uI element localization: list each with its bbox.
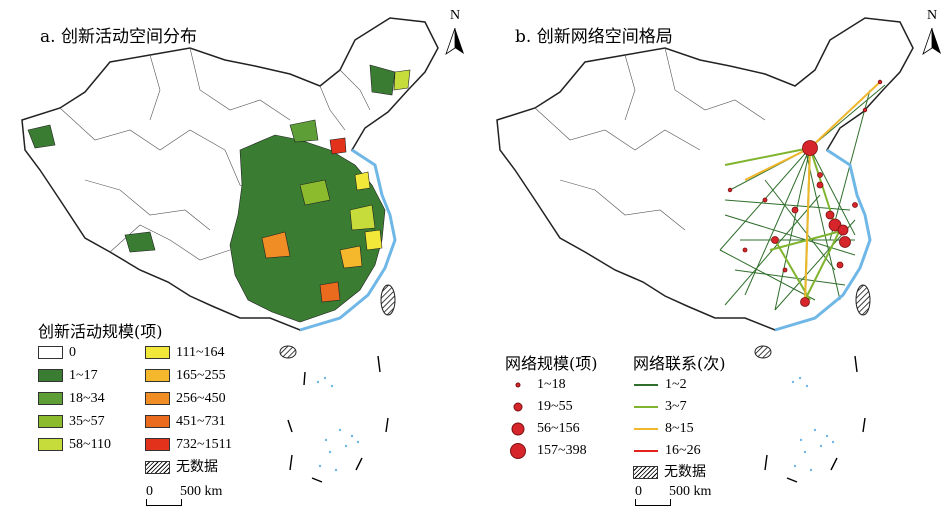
link-legend-item: 16~26 <box>633 442 701 460</box>
panel-innovation-activity: a. 创新活动空间分布 N 创新活动规模(项) 0 1~17 18~34 35~… <box>21 8 470 510</box>
legend-item: 1~17 <box>38 367 98 385</box>
legend-item: 732~1511 <box>145 436 232 454</box>
size-legend-title: 网络规模(项) <box>505 354 598 373</box>
legend-no-data: 无数据 <box>145 459 218 477</box>
coastline <box>774 148 872 332</box>
island-dots <box>791 376 835 472</box>
scale-bar: 0 500 km <box>146 484 266 510</box>
legend-item: 58~110 <box>38 436 111 454</box>
coastline <box>299 148 397 332</box>
node-size-icon <box>513 402 523 412</box>
legend-swatch <box>145 392 170 406</box>
link-legend-item: 8~15 <box>633 420 694 438</box>
legend-swatch <box>145 369 170 383</box>
map-title: b. 创新网络空间格局 <box>515 27 673 47</box>
legend-swatch <box>38 392 63 406</box>
hainan-no-data <box>279 345 297 359</box>
legend-item: 111~164 <box>145 344 225 362</box>
link-legend-item: 1~2 <box>633 376 687 394</box>
size-legend-item: 157~398 <box>505 442 587 460</box>
taiwan-no-data <box>380 284 396 316</box>
taiwan-no-data <box>855 284 871 316</box>
size-legend-item: 19~55 <box>505 398 573 416</box>
size-legend-item: 56~156 <box>505 420 580 438</box>
size-legend-item: 1~18 <box>505 376 566 394</box>
legend-title: 创新活动规模(项) <box>38 322 163 341</box>
node-size-icon <box>511 422 525 436</box>
link-line-icon <box>634 383 658 386</box>
china-network-map <box>496 17 914 483</box>
network-nodes <box>727 79 883 307</box>
link-line-icon <box>634 427 658 430</box>
legend-swatch <box>38 438 63 452</box>
north-arrow-icon: N <box>917 8 947 58</box>
node-size-icon <box>515 382 521 388</box>
no-data-swatch <box>633 466 658 480</box>
legend-swatch <box>38 346 63 360</box>
prefecture-boundaries <box>534 47 766 231</box>
legend-no-data: 无数据 <box>633 464 706 482</box>
legend-item: 18~34 <box>38 390 105 408</box>
china-choropleth-map <box>21 17 439 483</box>
legend-item: 35~57 <box>38 413 105 431</box>
link-line-icon <box>634 449 658 452</box>
legend-item: 165~255 <box>145 367 226 385</box>
link-legend-item: 3~7 <box>633 398 687 416</box>
legend-item: 0 <box>38 344 76 362</box>
no-data-swatch <box>145 461 170 475</box>
scale-bar: 0 500 km <box>635 484 755 510</box>
scale-bar-graphic <box>635 499 671 506</box>
innovation-regions <box>27 64 411 323</box>
link-legend-title: 网络联系(次) <box>633 354 726 373</box>
prefecture-boundaries <box>59 47 371 261</box>
scale-bar-graphic <box>146 499 182 506</box>
legend-item: 256~450 <box>145 390 226 408</box>
legend-item: 451~731 <box>145 413 226 431</box>
north-arrow-icon: N <box>440 8 470 58</box>
south-china-sea-islands <box>287 355 389 483</box>
node-size-icon <box>510 442 526 459</box>
legend-swatch <box>145 438 170 452</box>
legend-swatch <box>38 369 63 383</box>
south-china-sea-islands <box>764 355 866 483</box>
panel-innovation-network: b. 创新网络空间格局 N 网络规模(项) 1~18 19~55 56~156 … <box>475 0 950 519</box>
link-line-icon <box>634 405 658 408</box>
island-dots <box>316 376 360 472</box>
legend-swatch <box>145 415 170 429</box>
hainan-no-data <box>754 345 772 359</box>
legend-swatch <box>38 415 63 429</box>
map-title: a. 创新活动空间分布 <box>40 27 197 47</box>
legend-swatch <box>145 346 170 360</box>
